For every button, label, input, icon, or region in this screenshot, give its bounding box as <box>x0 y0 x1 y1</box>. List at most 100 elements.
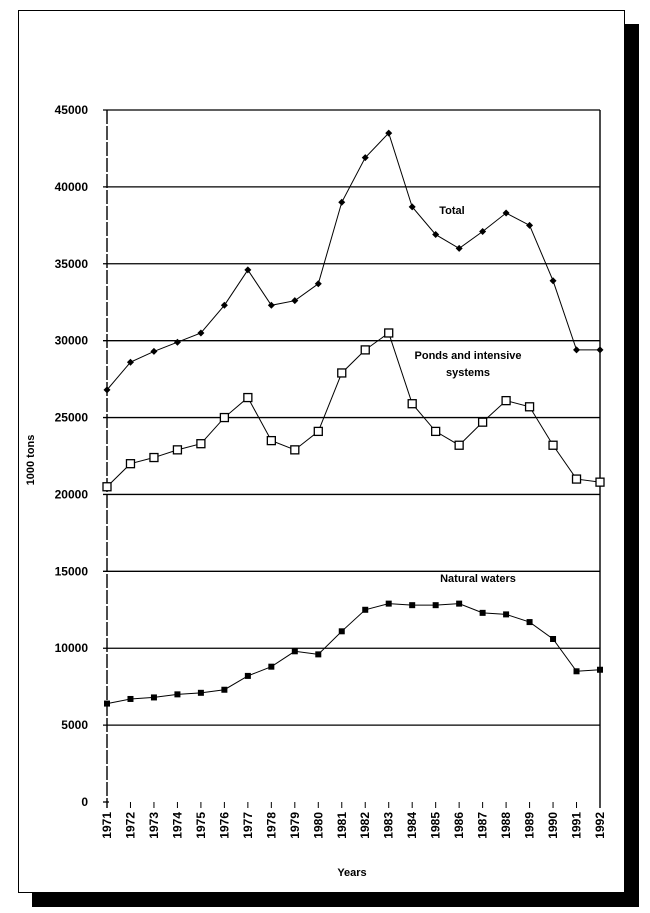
y-tick-label: 5000 <box>61 718 88 732</box>
point-filled-square <box>150 694 157 701</box>
y-tick-label: 30000 <box>55 334 89 348</box>
series-line-0 <box>106 132 600 391</box>
point-open-square <box>172 445 183 455</box>
point-diamond <box>596 346 604 354</box>
y-tick-label: 10000 <box>55 641 89 655</box>
point-filled-square <box>221 686 228 693</box>
x-tick-label: 1979 <box>288 812 302 839</box>
point-filled-square <box>362 606 369 613</box>
point-filled-square <box>127 695 134 702</box>
point-filled-square <box>268 663 275 670</box>
point-diamond <box>361 154 369 162</box>
x-tick-labels: 1971 1972 1973 1974 1975 1976 1977 1978 1979 1980… <box>100 802 607 839</box>
point-open-square <box>571 474 582 484</box>
x-tick-label: 1991 <box>570 812 584 839</box>
point-diamond <box>197 329 205 337</box>
point-diamond <box>526 221 534 229</box>
point-diamond <box>338 198 346 206</box>
point-filled-square <box>503 611 510 618</box>
point-open-square <box>595 477 605 487</box>
point-filled-square <box>174 691 181 698</box>
point-diamond <box>549 277 557 285</box>
x-tick-label: 1981 <box>335 812 349 839</box>
point-open-square <box>384 328 394 338</box>
x-tick-label: 1983 <box>382 812 396 839</box>
x-tick-label: 1989 <box>523 812 537 839</box>
point-diamond <box>432 231 440 239</box>
y-tick-label: 15000 <box>55 564 89 578</box>
point-open-square <box>548 440 558 450</box>
point-filled-square <box>432 602 439 609</box>
point-diamond <box>126 358 134 366</box>
annotation-total: Total <box>439 205 464 217</box>
y-tick-label: 45000 <box>55 103 89 117</box>
point-filled-square <box>573 668 580 675</box>
point-filled-square <box>456 600 463 607</box>
point-open-square <box>219 412 230 423</box>
point-diamond <box>314 280 322 288</box>
point-diamond <box>502 209 510 217</box>
point-open-square <box>243 392 253 403</box>
point-diamond <box>291 297 299 305</box>
y-tick-label: 0 <box>81 795 88 809</box>
series-markers <box>102 129 605 707</box>
x-tick-label: 1988 <box>499 812 513 839</box>
x-tick-label: 1980 <box>311 812 325 839</box>
point-diamond <box>267 301 275 309</box>
point-diamond <box>479 227 487 235</box>
y-tick-label: 40000 <box>55 180 89 194</box>
series-line-1 <box>106 332 601 488</box>
series-lines <box>106 132 601 705</box>
point-open-square <box>360 345 370 355</box>
point-diamond <box>573 346 581 354</box>
point-diamond <box>244 266 252 274</box>
y-tick-labels: 0 5000 10000 15000 20000 25000 30000 35000 40000… <box>55 103 89 809</box>
x-tick-label: 1973 <box>147 812 161 839</box>
x-axis-label: Years <box>337 867 366 879</box>
point-open-square <box>454 440 464 450</box>
point-open-square <box>407 399 417 409</box>
point-open-square <box>125 459 136 469</box>
point-open-square <box>313 426 323 437</box>
x-tick-label: 1974 <box>170 812 184 839</box>
point-filled-square <box>315 651 322 658</box>
point-open-square <box>431 426 441 437</box>
point-filled-square <box>338 628 345 635</box>
point-diamond <box>150 347 158 355</box>
point-open-square <box>477 417 488 427</box>
point-open-square <box>524 402 535 412</box>
x-tick-label: 1972 <box>123 812 137 839</box>
x-tick-label: 1990 <box>546 812 560 839</box>
point-diamond <box>173 338 181 346</box>
point-filled-square <box>550 635 557 642</box>
point-filled-square <box>104 700 110 707</box>
annotation-ponds-line1: Ponds and intensive <box>415 350 522 362</box>
point-open-square <box>149 452 159 463</box>
x-tick-label: 1977 <box>241 812 255 839</box>
point-filled-square <box>526 619 533 626</box>
point-diamond <box>220 301 228 309</box>
gridlines <box>103 109 601 808</box>
point-filled-square <box>244 672 251 679</box>
x-tick-label: 1982 <box>358 812 372 839</box>
y-tick-label: 35000 <box>55 257 89 271</box>
x-tick-label: 1978 <box>264 812 278 839</box>
x-tick-label: 1987 <box>476 812 490 839</box>
x-tick-label: 1984 <box>405 812 419 839</box>
annotation-natural-waters: Natural waters <box>440 573 516 585</box>
point-diamond <box>455 244 463 252</box>
point-diamond <box>103 386 111 394</box>
point-filled-square <box>409 602 416 609</box>
point-diamond <box>385 129 393 137</box>
point-open-square <box>102 482 112 492</box>
annotation-ponds-line2: systems <box>446 367 490 379</box>
x-tick-label: 1976 <box>217 812 231 839</box>
x-tick-label: 1992 <box>593 812 607 839</box>
chart-frame <box>18 10 625 893</box>
point-diamond <box>408 203 416 211</box>
point-filled-square <box>479 609 486 616</box>
point-open-square <box>337 368 347 378</box>
series-line-2 <box>106 603 601 705</box>
point-filled-square <box>291 648 298 655</box>
